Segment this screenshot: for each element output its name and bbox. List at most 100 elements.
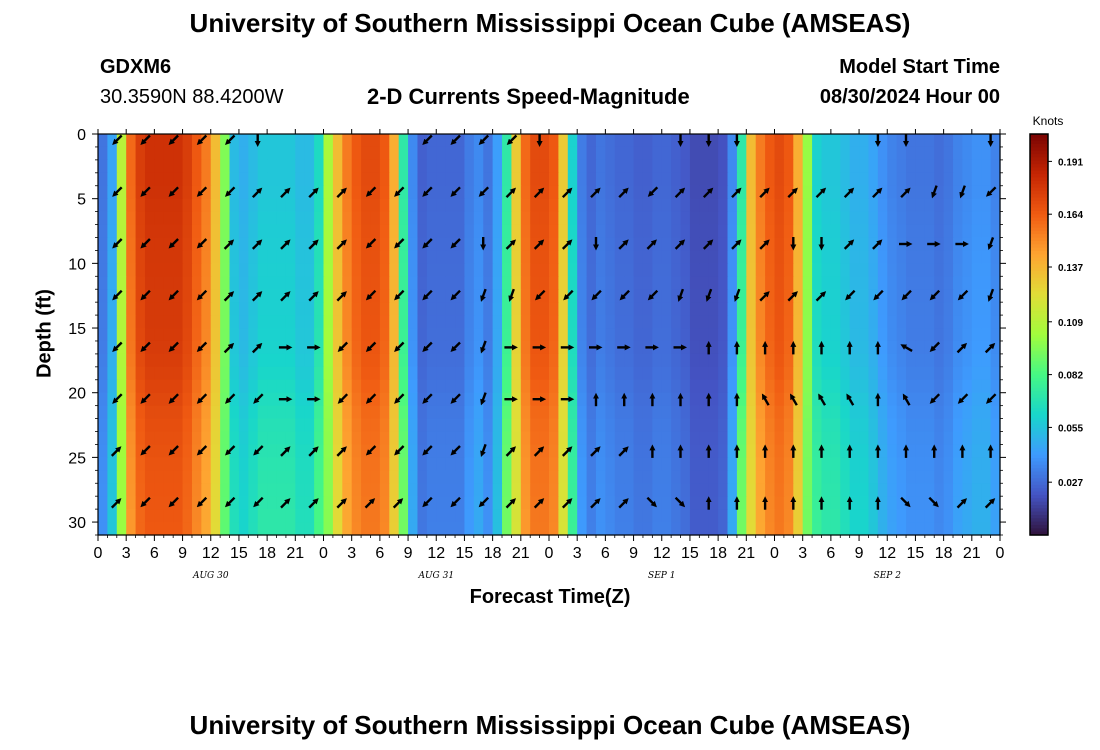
heatmap-cell: [370, 470, 381, 484]
heatmap-cell: [361, 353, 372, 368]
current-vector-arrow: [702, 239, 714, 250]
heatmap-cell: [812, 172, 823, 187]
heatmap-cell: [238, 366, 249, 381]
heatmap-cell: [483, 302, 494, 316]
heatmap-cell: [962, 522, 973, 536]
heatmap-cell: [699, 302, 710, 316]
heatmap-cell: [990, 134, 1001, 148]
heatmap-cell: [323, 509, 334, 523]
heatmap-cell: [567, 315, 578, 329]
heatmap-cell: [163, 457, 174, 471]
heatmap-cell: [342, 250, 353, 264]
current-vector-arrow: [253, 393, 264, 404]
heatmap-cell: [633, 483, 644, 497]
heatmap-cell: [144, 263, 155, 277]
heatmap-cell: [483, 289, 494, 303]
heatmap-cell: [379, 392, 390, 407]
heatmap-cell: [830, 431, 841, 446]
heatmap-cell: [708, 146, 719, 161]
heatmap-cell: [483, 146, 494, 161]
heatmap-cell: [370, 328, 381, 342]
chart-svg: 0 3 6 9 12 15 18 21 0 3 6 9 12 15 18 21 0 3 6 9 12 15 18 21 0 3 6 9…: [68, 114, 1083, 581]
heatmap-cell: [445, 146, 456, 161]
heatmap-cell: [642, 211, 653, 226]
heatmap-cell: [539, 328, 550, 342]
heatmap-cell: [642, 328, 653, 342]
heatmap-cell: [896, 315, 907, 329]
heatmap-cell: [652, 224, 663, 239]
heatmap-cell: [859, 509, 870, 523]
heatmap-cell: [680, 302, 691, 316]
heatmap-cell: [173, 211, 184, 226]
heatmap-cell: [229, 159, 240, 174]
heatmap-cell: [661, 289, 672, 303]
heatmap-cell: [351, 353, 362, 368]
colorbar-segment: [1030, 528, 1048, 533]
heatmap-cell: [614, 159, 625, 174]
heatmap-cell: [849, 159, 860, 174]
heatmap-cell: [661, 405, 672, 420]
colorbar-frame: [1029, 133, 1049, 536]
heatmap-cell: [652, 509, 663, 523]
heatmap-cell: [295, 134, 306, 148]
heatmap-cell: [530, 418, 541, 433]
heatmap-cell: [389, 134, 400, 148]
colorbar-segment: [1030, 498, 1048, 503]
current-vector-arrow: [505, 187, 517, 199]
heatmap-cell: [220, 302, 231, 316]
heatmap-cell: [896, 198, 907, 213]
heatmap-cell: [812, 522, 823, 536]
heatmap-cell: [238, 340, 249, 355]
heatmap-cell: [859, 211, 870, 226]
heatmap-cell: [877, 522, 888, 536]
heatmap-cell: [238, 146, 249, 161]
heatmap-cell: [840, 353, 851, 368]
current-vector-arrow: [196, 496, 208, 508]
heatmap-cell: [455, 470, 466, 484]
heatmap-cell: [830, 263, 841, 277]
heatmap-cell: [248, 315, 259, 329]
heatmap-cell: [962, 134, 973, 148]
heatmap-cell: [492, 198, 503, 213]
heatmap-cell: [257, 418, 268, 433]
heatmap-cell: [445, 198, 456, 213]
colorbar-segment: [1030, 291, 1048, 295]
heatmap-cell: [924, 366, 935, 381]
heatmap-cell: [154, 289, 165, 303]
heatmap-cell: [567, 134, 578, 148]
heatmap-cell: [417, 276, 428, 290]
heatmap-cell: [990, 224, 1001, 239]
heatmap-cell: [887, 340, 898, 355]
colorbar-segment: [1030, 377, 1048, 382]
heatmap-cell: [887, 405, 898, 420]
heatmap-cell: [323, 366, 334, 381]
heatmap-cell: [859, 237, 870, 252]
heatmap-cell: [896, 159, 907, 174]
heatmap-cell: [173, 444, 184, 458]
heatmap-cell: [107, 328, 118, 342]
heatmap-cell: [896, 483, 907, 497]
colorbar-segment: [1030, 501, 1048, 506]
heatmap-cell: [586, 444, 597, 458]
heatmap-cell: [849, 470, 860, 484]
heatmap-cell: [577, 522, 588, 536]
current-vector-arrow: [647, 186, 659, 197]
colorbar-segment: [1030, 264, 1048, 269]
heatmap-cell: [680, 211, 691, 226]
heatmap-cell: [812, 444, 823, 458]
heatmap-cell: [567, 496, 578, 510]
heatmap-cell: [699, 340, 710, 355]
heatmap-cell: [558, 405, 569, 420]
heatmap-cell: [144, 340, 155, 355]
heatmap-cell: [445, 353, 456, 368]
heatmap-cell: [567, 289, 578, 303]
heatmap-cell: [304, 328, 315, 342]
heatmap-cell: [990, 418, 1001, 433]
heatmap-cell: [107, 353, 118, 368]
heatmap-cell: [971, 392, 982, 407]
heatmap-cell: [953, 185, 964, 200]
heatmap-cell: [342, 159, 353, 174]
heatmap-cell: [455, 185, 466, 200]
heatmap-cell: [830, 302, 841, 316]
heatmap-cell: [182, 405, 193, 420]
